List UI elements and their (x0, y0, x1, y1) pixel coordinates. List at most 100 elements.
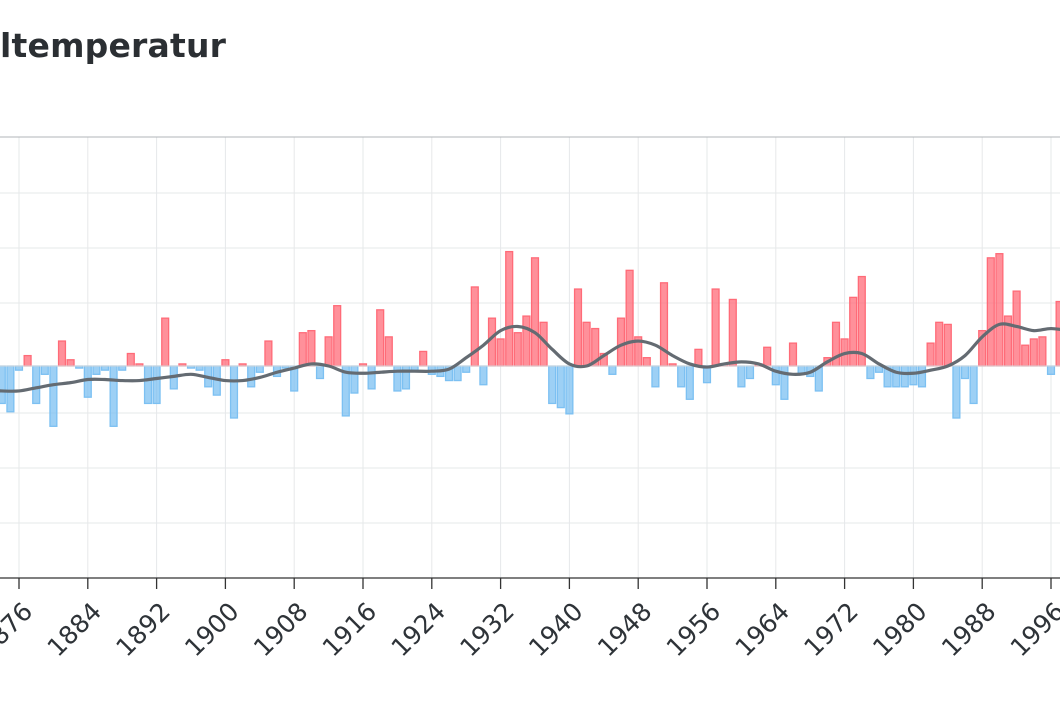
bar-1919 (384, 336, 393, 367)
bar-1984 (943, 323, 952, 367)
bar-1887 (109, 365, 118, 427)
bar-1909 (298, 332, 307, 367)
bar-1874 (0, 365, 6, 405)
bar-1923 (419, 350, 428, 367)
bar-1963 (763, 346, 772, 367)
bar-1931 (487, 317, 497, 367)
x-tick-label-1892: 1892 (110, 597, 175, 662)
bar-1884 (83, 365, 92, 398)
bar-1922 (410, 365, 419, 371)
bar-1938 (548, 365, 557, 405)
bar-1989 (986, 257, 995, 367)
bar-1933 (505, 250, 514, 367)
chart-title: ltemperatur (0, 26, 227, 65)
bar-1912 (324, 336, 333, 367)
bar-1876 (14, 365, 24, 371)
x-tick-label-1876: 1876 (0, 597, 38, 662)
bar-1973 (849, 296, 858, 367)
bar-1885 (92, 365, 101, 375)
bar-1965 (780, 365, 789, 400)
bar-1942 (582, 321, 591, 367)
bar-1900 (221, 359, 230, 367)
bar-1932 (496, 338, 505, 367)
bar-1917 (367, 365, 376, 390)
bar-1987 (969, 365, 978, 405)
bar-1993 (1021, 344, 1030, 367)
x-tick-label-1932: 1932 (454, 597, 519, 662)
x-tick-label-1988: 1988 (936, 597, 1001, 662)
bar-1980 (909, 365, 918, 386)
bar-1888 (118, 365, 127, 371)
bar-1978 (892, 365, 901, 388)
x-tick-label-1940: 1940 (523, 597, 588, 662)
bar-1957 (711, 288, 720, 367)
x-tick-label-1996: 1996 (1005, 597, 1060, 662)
bar-1879 (40, 365, 49, 375)
x-tick-label-1884: 1884 (42, 597, 107, 662)
bar-1941 (573, 288, 583, 367)
bar-1975 (866, 365, 875, 380)
axes (0, 136, 1060, 579)
bar-1927 (453, 365, 462, 382)
bar-1930 (479, 365, 488, 386)
bar-1939 (556, 365, 565, 409)
bar-1918 (376, 309, 385, 367)
bar-1903 (247, 365, 256, 388)
bar-1936 (530, 257, 540, 367)
bar-1892 (152, 365, 161, 405)
bar-1982 (926, 342, 935, 367)
x-tick-label-1900: 1900 (179, 597, 244, 662)
bar-1910 (307, 329, 316, 367)
bar-1881 (57, 340, 67, 367)
bar-1905 (264, 340, 273, 367)
bar-1891 (143, 365, 153, 405)
bar-1953 (677, 365, 686, 388)
bar-1875 (6, 365, 15, 413)
bar-1901 (229, 365, 239, 419)
bar-1949 (642, 357, 651, 367)
bar-1955 (694, 348, 703, 367)
smoothed-trend-line (0, 322, 1060, 393)
bar-1935 (522, 315, 531, 367)
bar-1950 (651, 365, 660, 388)
bar-1946 (616, 317, 626, 367)
bar-1877 (23, 354, 32, 367)
bar-1945 (608, 365, 617, 375)
bar-1995 (1038, 336, 1047, 367)
bar-1966 (788, 342, 798, 367)
bar-1928 (462, 365, 471, 373)
bar-1990 (995, 253, 1004, 367)
bar-1889 (126, 352, 135, 367)
bar-1911 (315, 365, 325, 380)
bar-1893 (161, 317, 170, 367)
bar-1878 (32, 365, 41, 405)
x-tick-label-1948: 1948 (592, 597, 657, 662)
bar-1961 (745, 365, 755, 380)
x-tick-label-1916: 1916 (317, 597, 382, 662)
bar-1994 (1029, 338, 1038, 367)
bar-1979 (900, 365, 909, 388)
bar-1940 (565, 365, 574, 415)
bar-1981 (917, 365, 927, 388)
bar-1880 (49, 365, 58, 427)
bar-1913 (333, 305, 342, 367)
x-tick-label-1924: 1924 (386, 597, 451, 662)
bar-1954 (685, 365, 694, 400)
x-tick-label-1972: 1972 (798, 597, 863, 662)
bar-1959 (728, 298, 737, 367)
bar-1996 (1046, 365, 1056, 375)
bar-1960 (737, 365, 746, 388)
x-tick-label-1908: 1908 (248, 597, 313, 662)
x-axis-ticks: 1876 1884 1892 1900 1908 1916 1924 1932 1940 1948… (0, 578, 1060, 662)
bar-1947 (625, 269, 634, 367)
grid-lines (0, 137, 1060, 578)
x-tick-label-1980: 1980 (867, 597, 932, 662)
bars-series (0, 250, 1060, 427)
bar-1934 (513, 332, 522, 367)
bar-1985 (952, 365, 961, 419)
bar-1921 (401, 365, 411, 390)
bar-1897 (195, 365, 204, 371)
bar-1882 (66, 359, 75, 367)
bar-1904 (255, 365, 264, 373)
